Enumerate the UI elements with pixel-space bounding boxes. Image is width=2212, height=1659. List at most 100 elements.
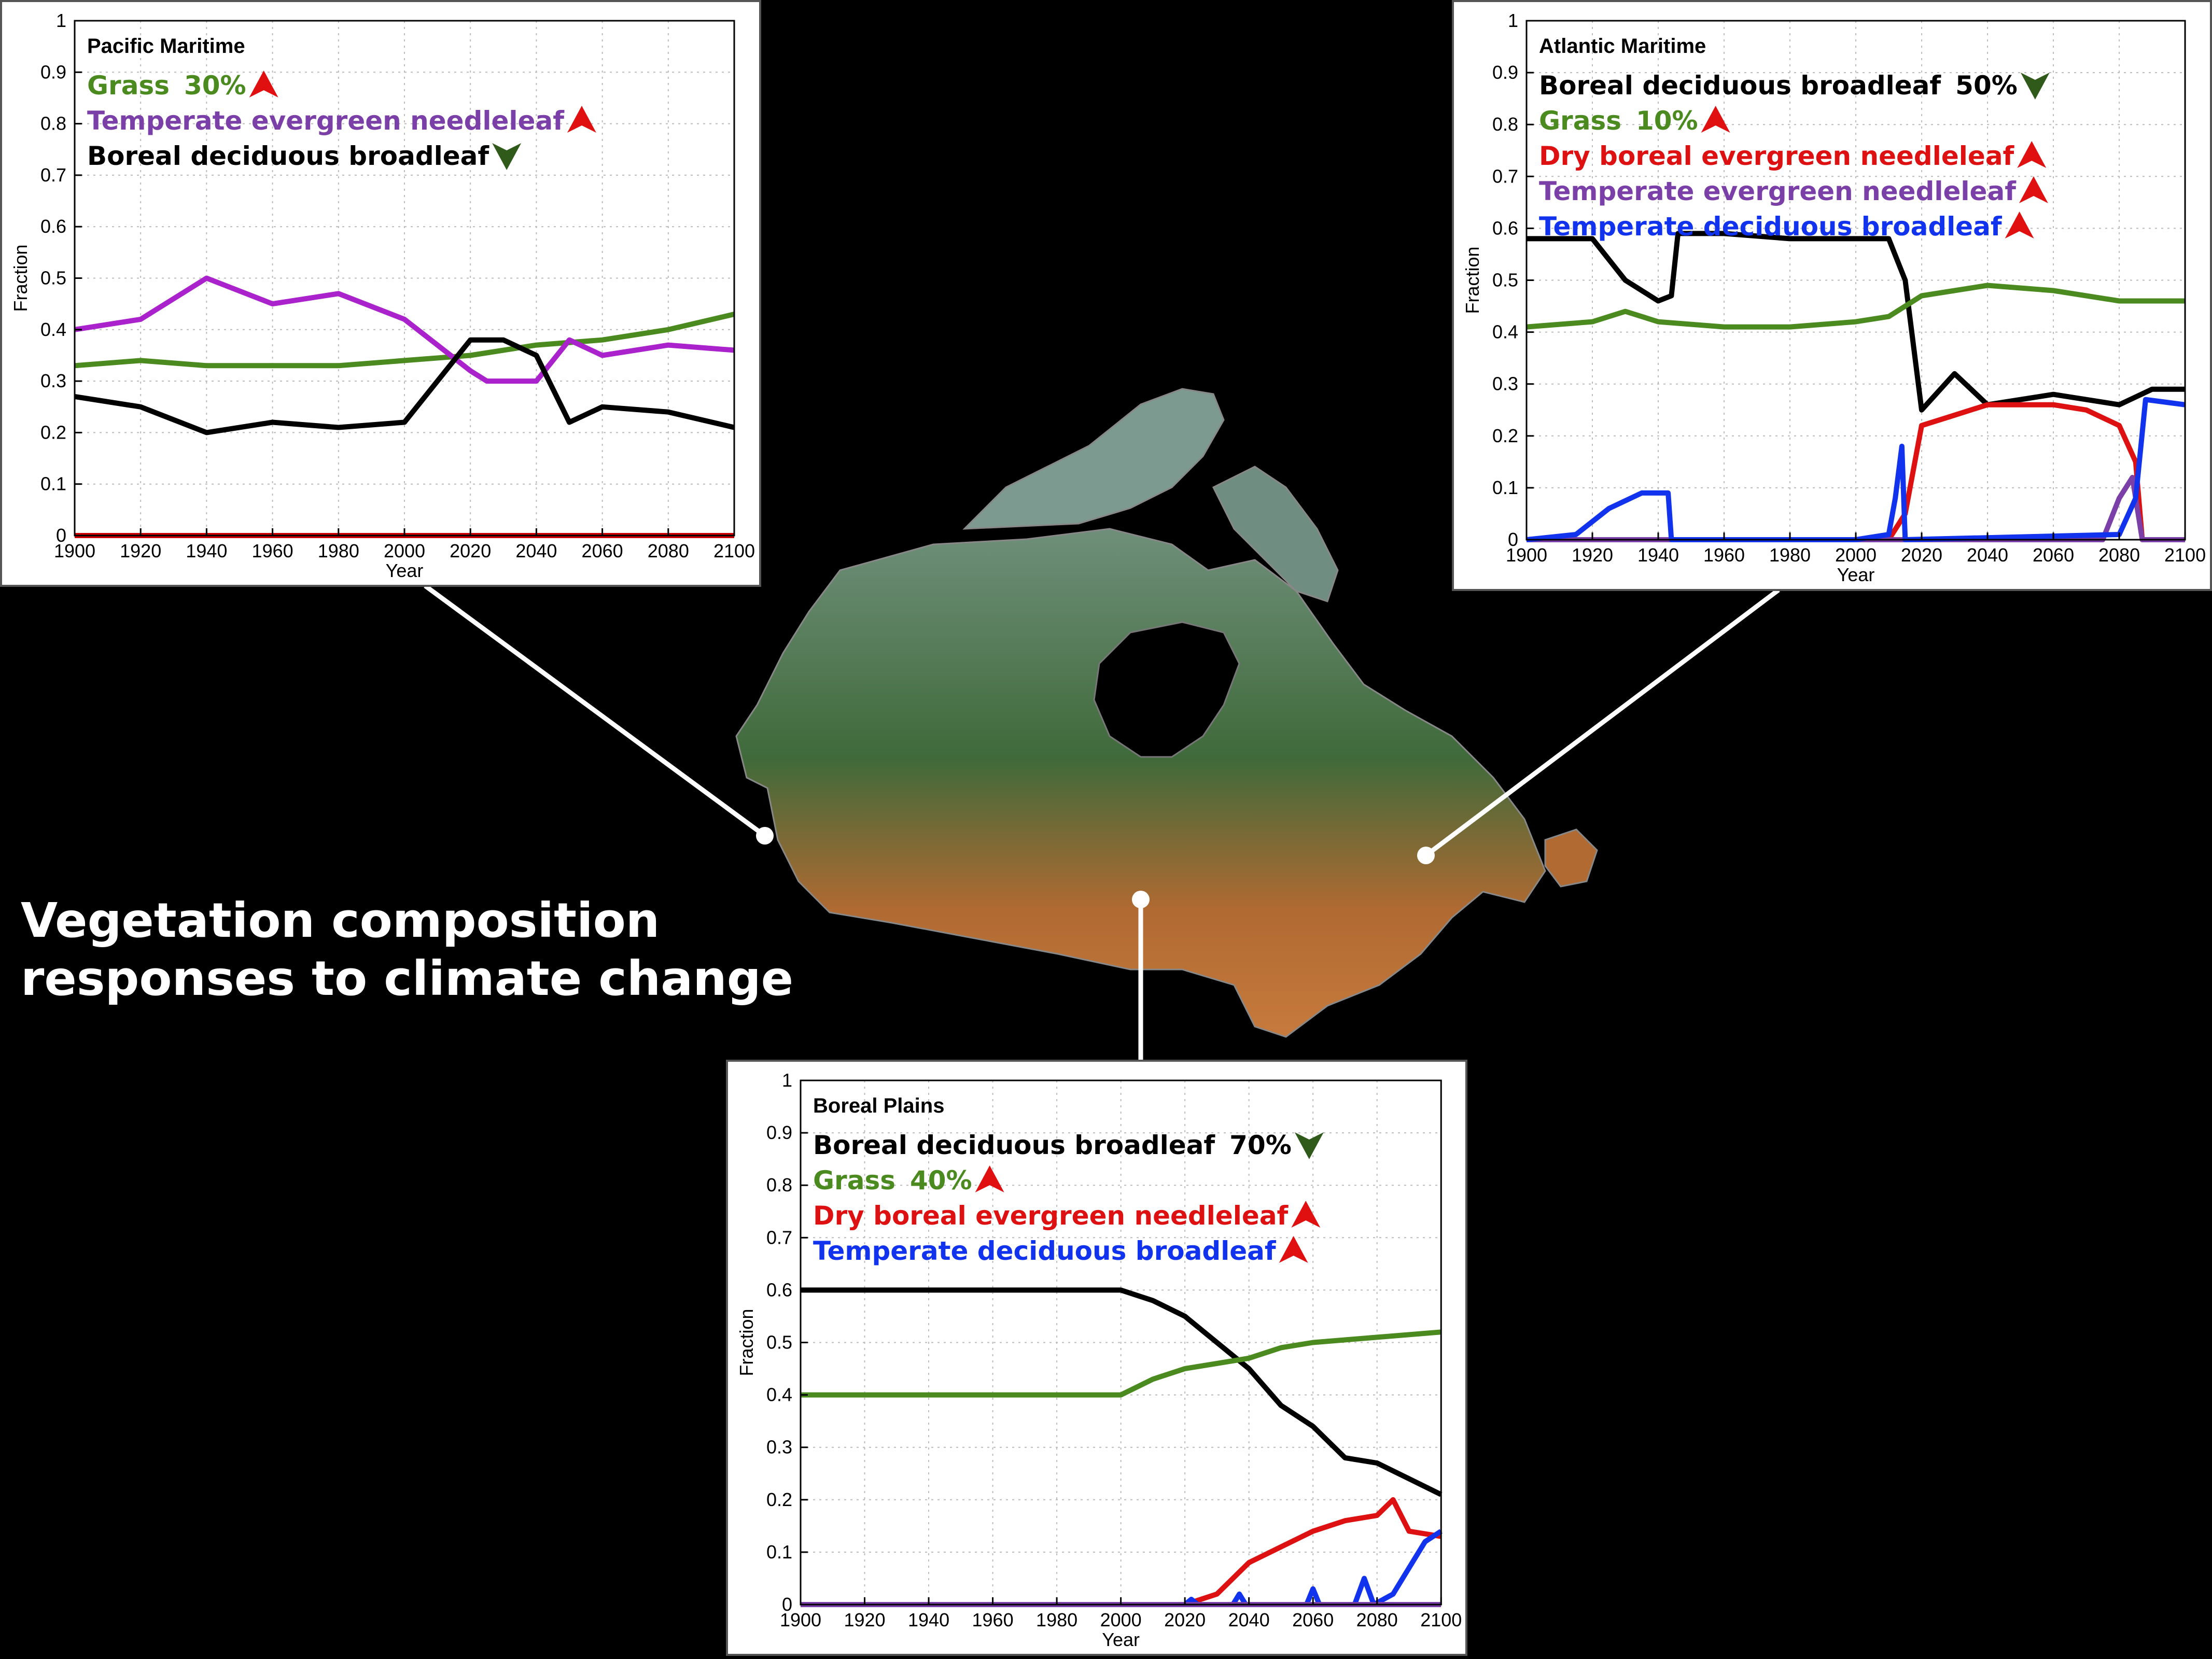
- main-title: Vegetation composition responses to clim…: [21, 892, 793, 1008]
- x-tick-label: 2100: [1420, 1609, 1462, 1630]
- region-title: Atlantic Maritime: [1539, 35, 1706, 58]
- x-tick-label: 2000: [1835, 544, 1877, 566]
- y-tick-label: 1: [1508, 10, 1518, 31]
- y-axis-label: Fraction: [736, 1309, 757, 1376]
- x-tick-label: 2040: [515, 540, 557, 561]
- x-tick-label: 2100: [2164, 544, 2206, 566]
- legend-label: Temperate deciduous broadleaf: [813, 1236, 1277, 1266]
- x-axis-label: Year: [1102, 1629, 1140, 1650]
- y-tick-label: 0.5: [1492, 270, 1518, 291]
- series-line-boreal-deciduous-broadleaf: [1527, 231, 2186, 413]
- legend-entry-dry-boreal-evergreen-needleleaf: Dry boreal evergreen needleleaf: [813, 1201, 1321, 1231]
- x-tick-label: 2040: [1228, 1609, 1270, 1630]
- y-tick-label: 0.4: [1492, 321, 1518, 343]
- x-tick-label: 2060: [582, 540, 623, 561]
- x-tick-label: 1960: [1703, 544, 1745, 566]
- y-tick-label: 0.8: [1492, 114, 1518, 135]
- connector-line-pacific: [424, 584, 766, 838]
- x-tick-label: 2100: [713, 540, 755, 561]
- arctic-islands-shape: [962, 388, 1225, 530]
- y-axis-label: Fraction: [1462, 246, 1483, 314]
- arrow-up-icon: [975, 1165, 1004, 1192]
- x-tick-label: 2060: [1292, 1609, 1334, 1630]
- chart-boreal-plains: 1900 1920 1940 1960 1980 2000 2020 2040 2060 2080…: [736, 1070, 1462, 1650]
- x-tick-label: 2080: [1356, 1609, 1398, 1630]
- region-title: Boreal Plains: [813, 1094, 944, 1117]
- y-tick-label: 0.5: [40, 268, 66, 289]
- panel-atlantic-maritime: 1900 1920 1940 1960 1980 2000 2020 2040 2060 2080…: [1452, 0, 2212, 591]
- arrow-down-icon: [1294, 1132, 1324, 1159]
- canada-map: [716, 373, 1607, 1073]
- y-axis-label: Fraction: [10, 244, 31, 312]
- arrow-up-icon: [1701, 106, 1730, 133]
- x-axis-label: Year: [1837, 564, 1875, 585]
- y-tick-label: 0.4: [766, 1384, 792, 1405]
- legend-label: Dry boreal evergreen needleleaf: [1539, 141, 2015, 171]
- x-tick-label: 1900: [1506, 544, 1547, 566]
- legend-change: 50%: [1955, 71, 2018, 101]
- arrow-down-icon: [492, 143, 522, 170]
- legend-entry-boreal-deciduous-broadleaf: Boreal deciduous broadleaf: [87, 141, 522, 171]
- connector-dot-pacific: [756, 827, 774, 845]
- legend-label: Boreal deciduous broadleaf: [1539, 71, 1941, 101]
- legend-label: Temperate evergreen needleleaf: [1539, 176, 2017, 206]
- x-tick-label: 2020: [1901, 544, 1942, 566]
- x-tick-label: 1940: [1637, 544, 1679, 566]
- series-line-dry-boreal-evergreen-needleleaf: [801, 1497, 1442, 1607]
- legend-change: 30%: [184, 71, 246, 101]
- x-tick-label: 2060: [2033, 544, 2074, 566]
- y-tick-label: 0.7: [766, 1227, 792, 1248]
- series-line-boreal-deciduous-broadleaf: [74, 337, 735, 435]
- y-tick-label: 0.8: [766, 1174, 792, 1196]
- y-tick-label: 0.1: [40, 473, 66, 495]
- mainland-shape: [735, 528, 1546, 1038]
- y-tick-label: 1: [56, 10, 66, 31]
- y-tick-label: 0.8: [40, 113, 66, 134]
- y-tick-label: 0.6: [1492, 217, 1518, 238]
- series-line-grass: [801, 1329, 1441, 1398]
- y-tick-label: 0.9: [1492, 62, 1518, 83]
- chart-atlantic-maritime: 1900 1920 1940 1960 1980 2000 2020 2040 2060 2080…: [1462, 10, 2206, 585]
- region-title: Pacific Maritime: [87, 35, 245, 58]
- legend-entry-temperate-deciduous-broadleaf: Temperate deciduous broadleaf: [813, 1236, 1308, 1266]
- connector-dot-boreal: [1132, 891, 1150, 908]
- newfoundland-shape: [1544, 828, 1598, 888]
- arrow-up-icon: [2005, 212, 2034, 238]
- x-tick-label: 2000: [1100, 1609, 1142, 1630]
- legend-label: Boreal deciduous broadleaf: [87, 141, 489, 171]
- y-tick-label: 0.6: [40, 216, 66, 237]
- x-tick-label: 2040: [1967, 544, 2008, 566]
- connector-line-atlantic: [1424, 588, 1780, 857]
- arrow-up-icon: [567, 106, 596, 133]
- y-tick-label: 0.5: [766, 1332, 792, 1353]
- y-tick-label: 0.3: [766, 1437, 792, 1458]
- y-tick-label: 0.4: [40, 319, 66, 340]
- x-tick-label: 2020: [1164, 1609, 1206, 1630]
- series-line-boreal-deciduous-broadleaf: [801, 1287, 1443, 1497]
- series-line-temperate-evergreen-needleleaf: [1527, 474, 2186, 542]
- arrow-up-icon: [249, 71, 278, 97]
- x-tick-label: 1940: [186, 540, 227, 561]
- y-tick-label: 0.3: [40, 370, 66, 391]
- connector-dot-atlantic: [1417, 847, 1435, 864]
- arrow-up-icon: [2019, 176, 2048, 203]
- legend-entry-boreal-deciduous-broadleaf: Boreal deciduous broadleaf 70%: [813, 1130, 1324, 1160]
- canada-map-graphic: [735, 388, 1598, 1038]
- panel-pacific-maritime: 1900 1920 1940 1960 1980 2000 2020 2040 2060 2080…: [0, 0, 761, 587]
- x-axis-label: Year: [386, 560, 424, 581]
- x-tick-label: 2000: [384, 540, 425, 561]
- legend-entry-boreal-deciduous-broadleaf: Boreal deciduous broadleaf 50%: [1539, 71, 2050, 101]
- x-tick-label: 1920: [120, 540, 161, 561]
- panel-boreal-plains: 1900 1920 1940 1960 1980 2000 2020 2040 2060 2080…: [726, 1060, 1467, 1656]
- main-title-line-2: responses to climate change: [21, 951, 794, 1006]
- y-tick-label: 0.1: [766, 1541, 792, 1563]
- series-line-temperate-deciduous-broadleaf: [1526, 397, 2186, 542]
- x-tick-label: 1960: [972, 1609, 1014, 1630]
- legend-entry-temperate-evergreen-needleleaf: Temperate evergreen needleleaf: [87, 106, 596, 136]
- x-tick-label: 1980: [1769, 544, 1811, 566]
- legend-change: 10%: [1636, 106, 1698, 136]
- legend-label: Dry boreal evergreen needleleaf: [813, 1201, 1289, 1231]
- y-tick-label: 0.3: [1492, 373, 1518, 395]
- arrow-up-icon: [1279, 1236, 1308, 1263]
